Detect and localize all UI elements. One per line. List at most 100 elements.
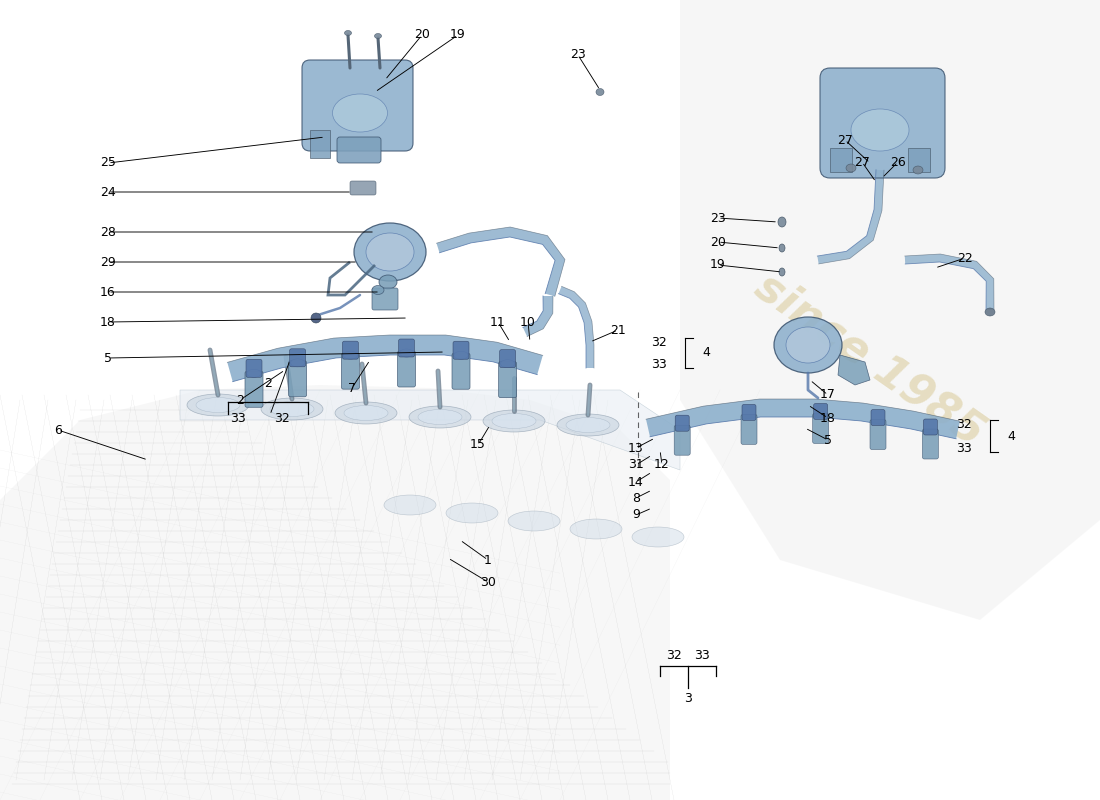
Ellipse shape [187,394,249,416]
Ellipse shape [409,406,471,428]
FancyBboxPatch shape [742,404,756,421]
Ellipse shape [418,410,462,425]
Circle shape [311,313,321,323]
Ellipse shape [566,418,610,433]
FancyBboxPatch shape [741,414,757,444]
Text: 20: 20 [414,29,430,42]
Text: 9: 9 [632,509,640,522]
Ellipse shape [384,495,436,515]
Ellipse shape [354,223,426,281]
FancyBboxPatch shape [453,342,469,359]
Text: 2: 2 [264,377,272,390]
Ellipse shape [374,34,382,38]
FancyBboxPatch shape [245,371,263,407]
Text: 13: 13 [628,442,643,454]
Text: 2: 2 [236,394,244,406]
Text: 19: 19 [450,29,466,42]
Text: 32: 32 [667,649,682,662]
Text: 3: 3 [684,692,692,705]
Ellipse shape [500,360,515,368]
Ellipse shape [196,398,240,413]
FancyBboxPatch shape [674,426,690,455]
Text: 33: 33 [651,358,667,371]
Text: 15: 15 [470,438,486,451]
Ellipse shape [778,217,786,227]
Text: 28: 28 [100,226,116,238]
Text: 18: 18 [100,315,116,329]
Polygon shape [0,385,670,800]
Text: 16: 16 [100,286,116,298]
Text: 8: 8 [632,491,640,505]
FancyBboxPatch shape [302,60,412,151]
Polygon shape [228,335,542,382]
Text: 22: 22 [957,251,972,265]
Text: 33: 33 [230,412,246,425]
Text: 24: 24 [100,186,116,198]
Polygon shape [817,170,884,264]
Text: 17: 17 [821,389,836,402]
Ellipse shape [786,327,830,363]
FancyBboxPatch shape [498,362,517,398]
Ellipse shape [261,398,323,420]
FancyBboxPatch shape [342,341,359,359]
FancyBboxPatch shape [350,181,376,195]
Ellipse shape [851,109,909,151]
Ellipse shape [774,317,842,373]
Ellipse shape [570,519,622,539]
Ellipse shape [379,275,397,289]
Polygon shape [559,286,594,368]
Ellipse shape [632,527,684,547]
FancyBboxPatch shape [870,419,886,450]
FancyBboxPatch shape [871,410,886,426]
Ellipse shape [846,164,856,172]
Ellipse shape [446,503,498,523]
FancyBboxPatch shape [820,68,945,178]
Ellipse shape [336,402,397,424]
FancyBboxPatch shape [398,339,415,357]
Text: 27: 27 [837,134,852,146]
Polygon shape [180,390,680,470]
FancyBboxPatch shape [337,137,381,163]
Ellipse shape [779,268,785,276]
Polygon shape [830,148,852,172]
Text: 32: 32 [651,335,667,349]
Text: 32: 32 [274,412,290,425]
Text: 14: 14 [628,475,643,489]
Ellipse shape [399,349,414,357]
FancyBboxPatch shape [372,288,398,310]
Text: 31: 31 [628,458,643,471]
Ellipse shape [984,308,996,316]
FancyBboxPatch shape [341,353,360,389]
Ellipse shape [483,410,544,432]
Polygon shape [680,0,1100,620]
Text: 6: 6 [54,423,62,437]
Ellipse shape [344,406,388,421]
Ellipse shape [372,286,384,294]
Ellipse shape [344,30,352,35]
Text: 11: 11 [491,315,506,329]
Text: 4: 4 [702,346,710,359]
Ellipse shape [508,511,560,531]
Ellipse shape [596,89,604,95]
Polygon shape [905,254,994,310]
Text: 25: 25 [100,157,116,170]
Text: 7: 7 [348,382,356,394]
Ellipse shape [290,358,305,366]
Text: 10: 10 [520,315,536,329]
Ellipse shape [332,94,387,132]
Text: 27: 27 [854,155,870,169]
Ellipse shape [557,414,619,436]
Ellipse shape [366,233,414,271]
Text: 19: 19 [711,258,726,271]
Text: 33: 33 [956,442,972,454]
FancyBboxPatch shape [289,349,306,366]
Ellipse shape [913,166,923,174]
FancyBboxPatch shape [923,419,937,435]
FancyBboxPatch shape [675,415,690,431]
Text: 29: 29 [100,255,116,269]
FancyBboxPatch shape [452,354,470,390]
FancyBboxPatch shape [814,403,827,419]
Text: 23: 23 [570,49,586,62]
Text: 12: 12 [654,458,670,471]
FancyBboxPatch shape [923,429,938,459]
